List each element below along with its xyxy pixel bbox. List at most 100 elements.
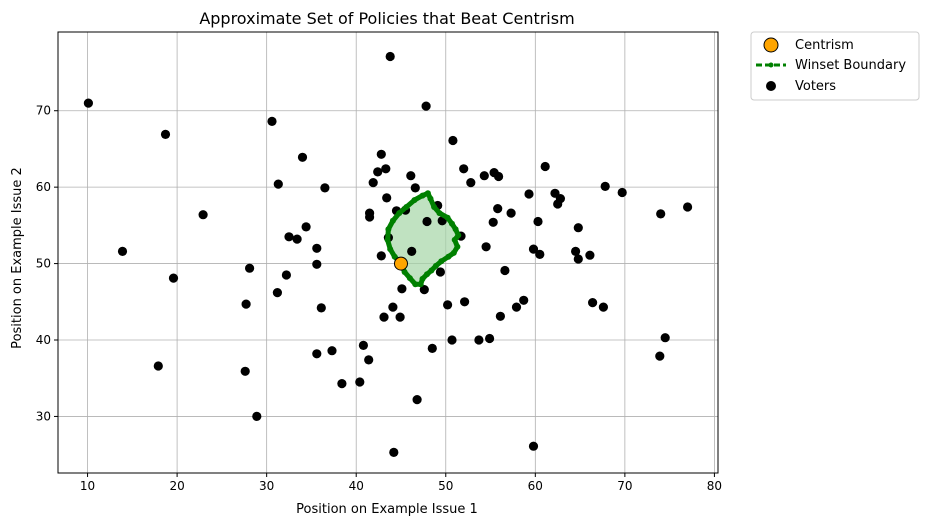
legend-boundary-label: Winset Boundary [795, 58, 906, 73]
voter-point [397, 284, 407, 294]
winset-boundary-point [424, 190, 431, 197]
voter-point [284, 232, 294, 242]
x-tick-label: 60 [528, 479, 543, 493]
winset-boundary-point [387, 246, 394, 253]
voter-point [337, 379, 347, 389]
voter-point [528, 441, 539, 451]
y-tick-label: 30 [36, 409, 51, 423]
winset-boundary-point [391, 253, 398, 260]
winset-boundary-point [452, 226, 459, 233]
legend-boundary-marker [768, 62, 774, 68]
voter-point [320, 183, 330, 193]
voter-point [500, 265, 510, 276]
voter-point [312, 259, 322, 269]
y-tick-label: 60 [36, 180, 51, 194]
voter-point [388, 302, 398, 312]
winset-boundary-point [450, 249, 457, 256]
winset-boundary-point [451, 236, 458, 243]
winset-boundary-point [396, 210, 403, 217]
x-tick-label: 30 [259, 479, 274, 493]
winset-boundary-point [438, 258, 445, 265]
voter-point [368, 178, 378, 188]
voter-point [382, 193, 392, 203]
winset-boundary-point [427, 195, 434, 202]
y-axis-ticks: 30 40 50 60 70 [36, 104, 58, 423]
y-tick-label: 70 [36, 104, 51, 118]
voter-point [379, 312, 389, 322]
voter-point [555, 194, 566, 204]
winset-boundary-point [436, 210, 443, 217]
y-axis-label: Position on Example Issue 2 [10, 167, 25, 349]
voter-point [528, 244, 539, 254]
winset-boundary-point [412, 281, 419, 288]
y-tick-label: 50 [36, 257, 51, 271]
voter-point [422, 216, 432, 227]
winset-boundary-point [411, 197, 418, 204]
legend-box [750, 31, 920, 101]
winset-boundary-point [431, 204, 438, 210]
winset-boundary-point [417, 281, 424, 288]
voter-point [419, 285, 429, 295]
voter-point [571, 246, 581, 256]
voter-point [585, 250, 595, 260]
voter-point [245, 263, 255, 273]
winset-boundary-point [401, 269, 408, 275]
plot-frame [57, 31, 719, 474]
winset-boundary-point [419, 275, 426, 282]
voter-point [474, 335, 484, 345]
voter-point [376, 251, 386, 261]
voter-point [373, 167, 383, 177]
x-tick-label: 80 [707, 479, 722, 493]
voter-point [481, 242, 491, 252]
voter-point [459, 164, 469, 174]
legend-voters-marker [766, 81, 776, 91]
voter-point [117, 246, 128, 256]
voter-point [435, 267, 445, 277]
voter-point [281, 270, 291, 280]
winset-boundary-point [444, 214, 451, 221]
centrism-point-group [393, 256, 408, 271]
voter-point [412, 395, 422, 405]
voter-point [533, 216, 543, 227]
voter-point [655, 351, 665, 361]
voter-point [600, 181, 610, 191]
x-tick-label: 20 [169, 479, 184, 493]
x-tick-label: 40 [349, 479, 364, 493]
voter-point [358, 340, 368, 350]
voter-point [355, 377, 365, 387]
winset-boundary-point [403, 204, 410, 210]
voter-point [273, 179, 283, 189]
voter-point [485, 333, 495, 344]
voter-point [376, 149, 386, 159]
voter-point [588, 298, 598, 308]
voter-point [153, 361, 163, 371]
voter-point [617, 187, 627, 198]
winset-boundary-point [419, 192, 426, 199]
x-tick-label: 10 [80, 479, 95, 493]
voter-point [240, 366, 250, 376]
voter-point [540, 161, 550, 172]
voter-point [511, 302, 522, 312]
voter-point [364, 355, 374, 365]
voter-point [395, 312, 405, 322]
centrism-point [393, 256, 408, 271]
voter-point [573, 223, 583, 233]
x-axis-ticks: 10 20 30 40 50 60 70 80 [80, 473, 722, 493]
voter-point [316, 303, 326, 313]
winset-boundary-point [424, 271, 430, 278]
voter-point [494, 171, 504, 182]
x-axis-label: Position on Example Issue 1 [296, 502, 478, 517]
x-tick-label: 70 [617, 479, 632, 493]
voter-point [83, 98, 93, 108]
winset-boundary-point [385, 226, 392, 233]
voter-point [656, 209, 666, 219]
voter-point [406, 171, 416, 181]
voter-point [292, 234, 302, 244]
voter-point [312, 349, 322, 359]
voter-point [466, 178, 476, 188]
voter-point [267, 116, 277, 126]
voter-point [573, 254, 583, 264]
voter-point [160, 129, 171, 139]
winset-boundary-point [406, 275, 413, 282]
